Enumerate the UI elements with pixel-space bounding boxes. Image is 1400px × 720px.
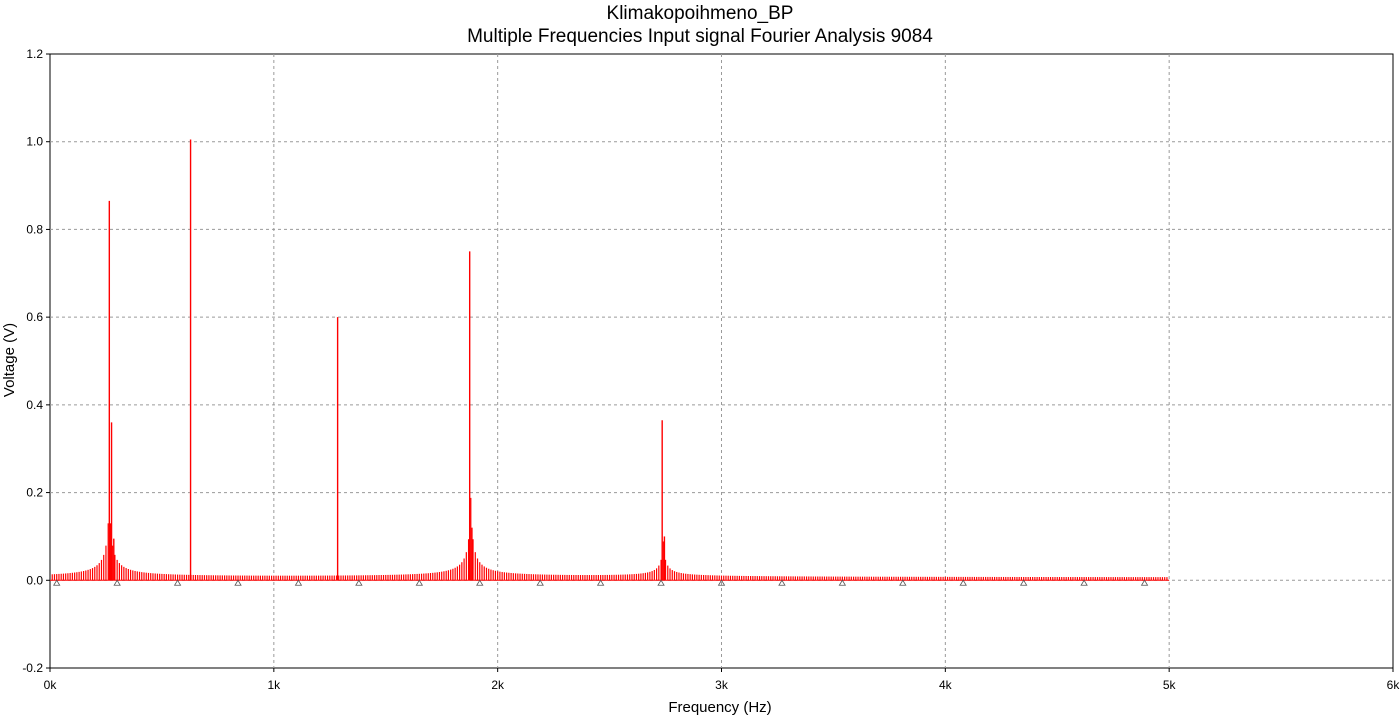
y-tick-label: 0.4 [26, 398, 43, 412]
x-tick-label: 6k [1387, 678, 1400, 692]
x-tick-label: 4k [939, 678, 953, 692]
sample-marker [173, 579, 182, 586]
sample-marker [1140, 579, 1149, 586]
chart-title: Klimakopoihmeno_BP [606, 3, 794, 24]
x-axis-label: Frequency (Hz) [668, 699, 771, 716]
sample-marker [1019, 579, 1028, 586]
y-tick-label: 0.8 [26, 222, 43, 236]
x-axis: 0k 1k 2k 3k 4k 5k 6k [44, 668, 1400, 692]
sample-marker [355, 579, 363, 586]
sample-marker [113, 579, 121, 586]
sample-marker [657, 579, 665, 586]
x-tick-label: 0k [44, 678, 58, 692]
sample-marker [294, 579, 303, 586]
y-tick-label: 1.0 [26, 135, 43, 149]
x-tick-label: 2k [491, 678, 505, 692]
sample-marker [596, 579, 605, 586]
x-tick-label: 3k [715, 678, 729, 692]
y-axis: -0.2 0.0 0.2 0.4 0.6 0.8 1.0 1.2 [22, 47, 50, 675]
sample-marker [838, 579, 847, 586]
sample-marker [536, 579, 544, 586]
marker-row [53, 579, 1149, 586]
y-tick-label: -0.2 [22, 661, 43, 675]
x-tick-label: 5k [1163, 678, 1177, 692]
sample-marker [717, 579, 726, 586]
x-tick-label: 1k [267, 678, 281, 692]
sample-marker [959, 579, 967, 586]
sample-marker [476, 579, 484, 586]
sample-marker [234, 579, 242, 586]
chart-subtitle: Multiple Frequencies Input signal Fourie… [467, 26, 933, 47]
y-tick-label: 0.0 [26, 573, 43, 587]
y-tick-label: 1.2 [26, 47, 43, 61]
sample-marker [778, 579, 786, 586]
y-tick-label: 0.2 [26, 486, 43, 500]
y-axis-label: Voltage (V) [1, 323, 18, 397]
spectrum-series [50, 139, 1170, 581]
sample-marker [899, 579, 907, 586]
y-tick-label: 0.6 [26, 310, 43, 324]
sample-marker [1080, 579, 1088, 586]
sample-marker [53, 579, 61, 586]
sample-marker [415, 579, 424, 586]
